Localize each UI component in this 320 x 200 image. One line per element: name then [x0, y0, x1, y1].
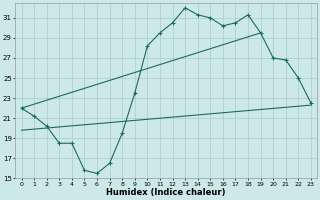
X-axis label: Humidex (Indice chaleur): Humidex (Indice chaleur): [107, 188, 226, 197]
